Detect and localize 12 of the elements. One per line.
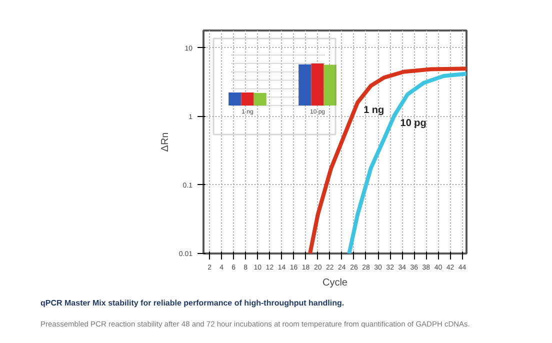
bar xyxy=(254,92,266,106)
bar xyxy=(228,92,242,106)
bar xyxy=(311,64,324,106)
x-axis-title: Cycle xyxy=(322,278,348,288)
bar xyxy=(241,92,254,106)
line-series xyxy=(347,72,466,254)
y-axis-title: ΔRn xyxy=(160,132,171,152)
line-series xyxy=(308,66,466,254)
bar xyxy=(298,64,312,106)
bar xyxy=(324,64,336,106)
series-label: 10 pg xyxy=(400,118,426,130)
text: qPCR Master Mix stability for reliable performance of high-throughput handling. xyxy=(40,298,344,308)
